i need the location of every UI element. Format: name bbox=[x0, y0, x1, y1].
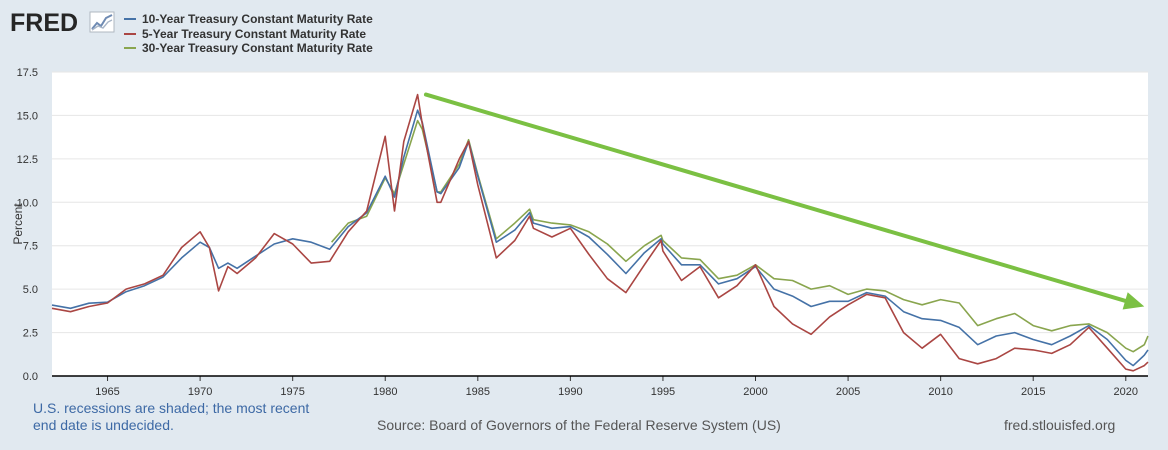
y-axis-label: Percent bbox=[11, 203, 25, 245]
x-tick-label: 2020 bbox=[1114, 386, 1138, 398]
y-tick-label: 17.5 bbox=[17, 67, 38, 79]
x-axis-ticks: 1965 1970 1975 1980 1985 1990 1995 2000 2005 2010… bbox=[95, 376, 1138, 398]
series-line-1 bbox=[51, 93, 1149, 372]
series-line-2 bbox=[330, 119, 1149, 353]
legend-swatch bbox=[124, 32, 136, 35]
series-lines bbox=[51, 93, 1149, 372]
x-tick-label: 1990 bbox=[558, 386, 582, 398]
x-tick-label: 2010 bbox=[928, 386, 952, 398]
x-tick-label: 2000 bbox=[743, 386, 767, 398]
y-tick-label: 12.5 bbox=[17, 154, 38, 166]
chart-legend: 10-Year Treasury Constant Maturity Rate 5… bbox=[124, 12, 373, 56]
recession-note: U.S. recessions are shaded; the most rec… bbox=[33, 400, 333, 434]
recession-note-line-2: end date is undecided. bbox=[33, 417, 174, 433]
series-line-0 bbox=[51, 109, 1149, 367]
y-tick-label: 0.0 bbox=[23, 371, 38, 383]
recession-note-line-1: U.S. recessions are shaded; the most rec… bbox=[33, 400, 310, 416]
source-text: Source: Board of Governors of the Federa… bbox=[377, 417, 781, 433]
x-tick-label: 1980 bbox=[373, 386, 397, 398]
legend-label: 5-Year Treasury Constant Maturity Rate bbox=[142, 26, 367, 41]
annotation-arrow-shaft bbox=[423, 92, 1128, 303]
x-tick-label: 2005 bbox=[836, 386, 860, 398]
x-tick-label: 1995 bbox=[651, 386, 675, 398]
line-chart-icon bbox=[89, 11, 115, 33]
legend-item[interactable]: 10-Year Treasury Constant Maturity Rate bbox=[124, 12, 373, 27]
legend-swatch bbox=[124, 47, 136, 50]
x-tick-label: 1970 bbox=[188, 386, 212, 398]
fred-logo-text: FRED bbox=[10, 9, 78, 37]
y-tick-label: 15.0 bbox=[17, 110, 38, 122]
x-tick-label: 1975 bbox=[280, 386, 304, 398]
x-tick-label: 2015 bbox=[1021, 386, 1045, 398]
x-tick-label: 1985 bbox=[466, 386, 490, 398]
y-tick-label: 7.5 bbox=[23, 241, 38, 253]
legend-swatch bbox=[124, 18, 136, 21]
x-tick-label: 1965 bbox=[95, 386, 119, 398]
plot-background bbox=[52, 72, 1148, 376]
legend-item[interactable]: 30-Year Treasury Constant Maturity Rate bbox=[124, 41, 373, 56]
legend-item[interactable]: 5-Year Treasury Constant Maturity Rate bbox=[124, 27, 373, 42]
y-tick-label: 2.5 bbox=[23, 328, 38, 340]
site-link[interactable]: fred.stlouisfed.org bbox=[1004, 417, 1116, 433]
y-axis-ticks: 0.0 2.5 5.0 7.5 10.0 12.5 15.0 17.5 bbox=[17, 67, 38, 383]
legend-label: 10-Year Treasury Constant Maturity Rate bbox=[142, 12, 373, 27]
y-tick-label: 10.0 bbox=[17, 197, 38, 209]
annotation-arrow-head bbox=[1122, 292, 1145, 310]
legend-label: 30-Year Treasury Constant Maturity Rate bbox=[142, 41, 373, 56]
fred-logo[interactable]: FRED bbox=[10, 8, 120, 38]
y-tick-label: 5.0 bbox=[23, 284, 38, 296]
annotations bbox=[423, 92, 1145, 310]
